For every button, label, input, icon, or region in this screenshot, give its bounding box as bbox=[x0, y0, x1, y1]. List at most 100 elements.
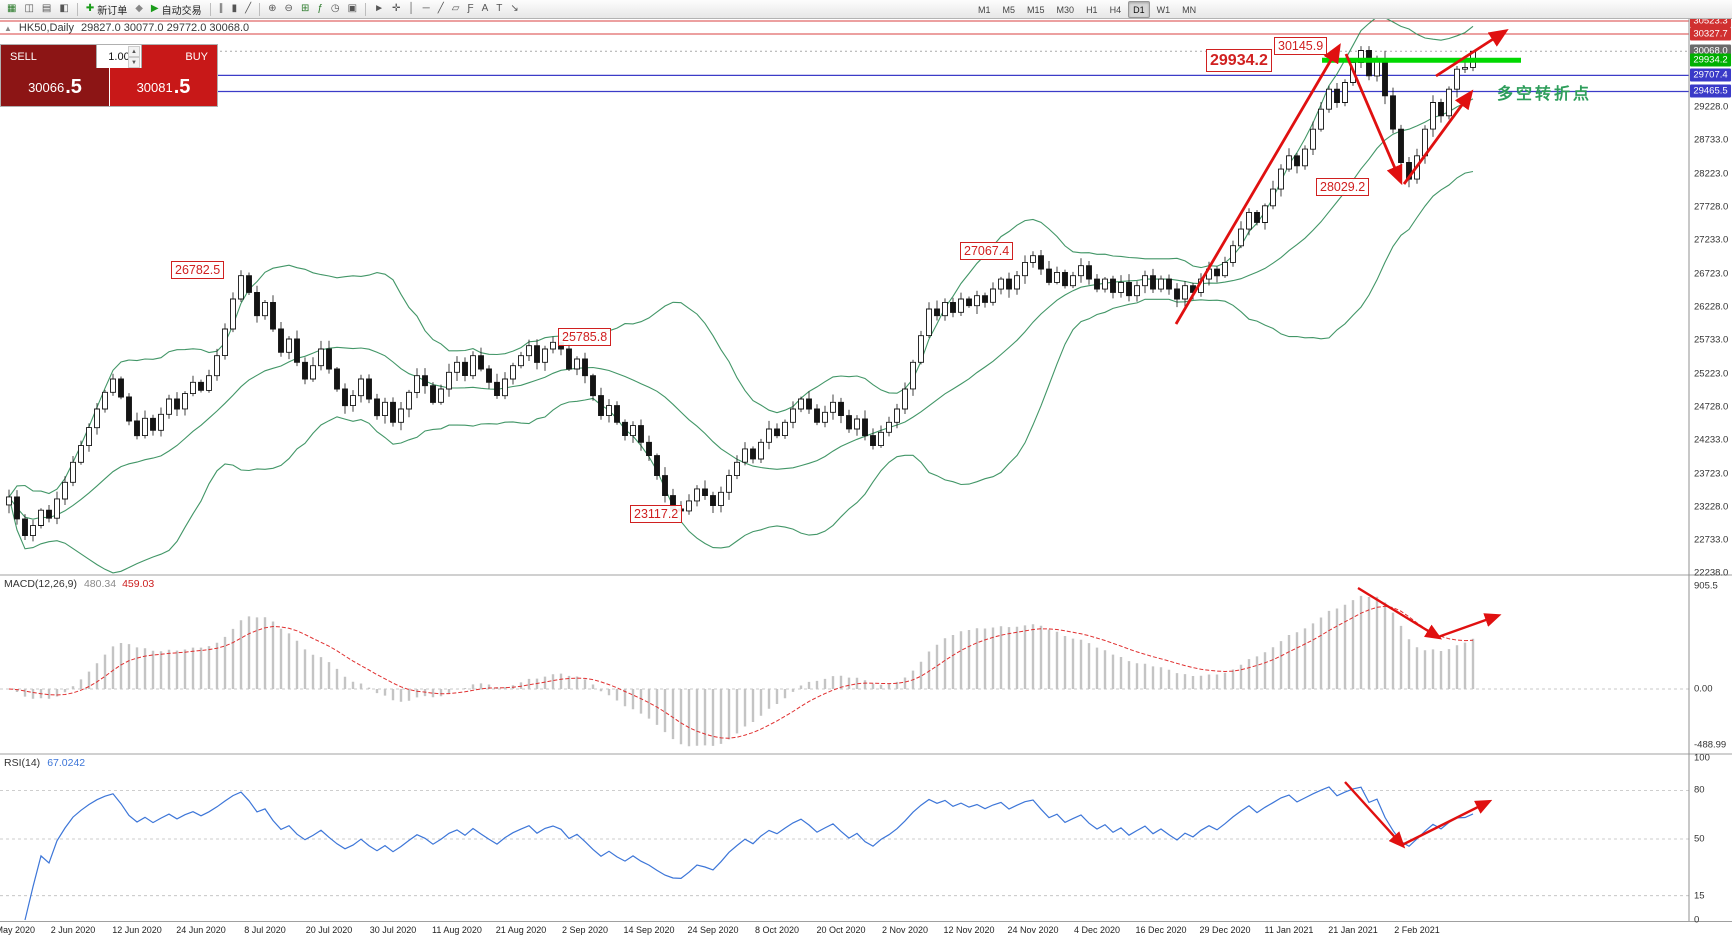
line-chart-icon[interactable]: ╱ bbox=[242, 1, 254, 17]
trend-arrow[interactable] bbox=[1401, 799, 1493, 847]
date-label: 14 Sep 2020 bbox=[623, 925, 675, 935]
price-tick: 24728.0 bbox=[1694, 401, 1729, 413]
date-label: 21 Jan 2021 bbox=[1328, 925, 1378, 935]
zoom-in-icon[interactable]: ⊕ bbox=[265, 1, 279, 17]
date-label: 2 Sep 2020 bbox=[561, 925, 609, 935]
candlestick-chart-icon[interactable]: ▮ bbox=[229, 1, 241, 17]
text-label-icon[interactable]: T bbox=[493, 1, 505, 17]
navigator-icon[interactable]: ◧ bbox=[56, 1, 71, 17]
turning-point-annotation[interactable]: 多空转折点 bbox=[1497, 86, 1593, 103]
market-watch-icon[interactable]: ▤ bbox=[39, 1, 54, 17]
periods-icon: ◷ bbox=[330, 3, 340, 14]
tile-windows-icon[interactable]: ⊞ bbox=[298, 1, 312, 17]
bollinger-middle-band bbox=[8, 98, 1474, 520]
timeframe-W1[interactable]: W1 bbox=[1156, 4, 1171, 15]
rsi-tick: 0 bbox=[1694, 914, 1700, 926]
fibonacci-icon[interactable]: Ƒ bbox=[464, 1, 476, 17]
macd-tick: -488.99 bbox=[1694, 739, 1727, 751]
candlestick-chart-icon: ▮ bbox=[231, 3, 238, 14]
new-chart-icon[interactable]: ▦ bbox=[4, 1, 19, 17]
rsi-line bbox=[24, 786, 1474, 921]
timeframe-M15[interactable]: M15 bbox=[1027, 4, 1045, 15]
date-label: 24 Jun 2020 bbox=[176, 925, 226, 935]
sell-price[interactable]: 30066.5 bbox=[1, 68, 110, 106]
vertical-line-icon[interactable]: │ bbox=[405, 1, 417, 17]
indicators-icon[interactable]: ƒ bbox=[314, 1, 326, 17]
volume-input[interactable]: 1.00 ▲ ▼ bbox=[96, 45, 142, 68]
horizontal-line-icon: ─ bbox=[422, 3, 430, 14]
text-icon[interactable]: A bbox=[479, 1, 492, 17]
price-annotation[interactable]: 29934.2 bbox=[1206, 49, 1272, 73]
macd-signal-value: 459.03 bbox=[122, 578, 155, 590]
horizontal-line-icon[interactable]: ─ bbox=[420, 1, 433, 17]
vertical-line-icon: │ bbox=[408, 3, 415, 14]
timeframe-H1[interactable]: H1 bbox=[1086, 4, 1098, 15]
timeframe-M5[interactable]: M5 bbox=[1002, 4, 1016, 15]
chart-marker-icon: ▲ bbox=[4, 23, 12, 33]
timeframe-D1[interactable]: D1 bbox=[1128, 1, 1150, 18]
buy-button[interactable]: BUY bbox=[142, 45, 217, 68]
stepper-down-icon[interactable]: ▼ bbox=[128, 57, 140, 68]
date-label: 20 Oct 2020 bbox=[816, 925, 866, 935]
zoom-out-icon[interactable]: ⊖ bbox=[282, 1, 296, 17]
price-tick: 26228.0 bbox=[1694, 301, 1729, 313]
macd-tick: 0.00 bbox=[1694, 683, 1713, 695]
date-label: 2 Feb 2021 bbox=[1394, 925, 1440, 935]
chart-profiles-icon: ◫ bbox=[24, 3, 34, 14]
cursor-icon[interactable]: ► bbox=[371, 1, 387, 17]
trend-arrow[interactable] bbox=[1344, 781, 1406, 849]
stepper-up-icon[interactable]: ▲ bbox=[128, 46, 140, 57]
bar-chart-icon[interactable]: ∥ bbox=[216, 1, 227, 17]
buy-price[interactable]: 30081.5 bbox=[110, 68, 217, 106]
date-label: 8 Oct 2020 bbox=[754, 925, 800, 935]
toolbar-separator bbox=[365, 2, 367, 16]
sell-button[interactable]: SELL bbox=[1, 45, 96, 68]
zoom-in-icon: ⊕ bbox=[268, 3, 277, 14]
price-annotation[interactable]: 25785.8 bbox=[558, 327, 612, 346]
timeframe-M30[interactable]: M30 bbox=[1056, 4, 1075, 15]
new-order-icon: ✚ bbox=[85, 3, 95, 14]
price-annotation[interactable]: 28029.2 bbox=[1316, 178, 1370, 197]
trendline-icon[interactable]: ╱ bbox=[435, 1, 447, 17]
date-label: 11 Jan 2021 bbox=[1264, 925, 1314, 935]
price-tick: 29228.0 bbox=[1694, 101, 1729, 113]
periods-icon[interactable]: ◷ bbox=[328, 1, 343, 17]
text-label-icon: T bbox=[496, 3, 503, 14]
date-label: 12 Jun 2020 bbox=[112, 925, 162, 935]
metaeditor-icon[interactable]: ◆ bbox=[132, 1, 146, 17]
chart-profiles-icon[interactable]: ◫ bbox=[21, 1, 36, 17]
arrows-tool-icon[interactable]: ↘ bbox=[507, 1, 521, 17]
equidistant-channel-icon[interactable]: ▱ bbox=[449, 1, 463, 17]
axis-price-box: 29465.5 bbox=[1690, 84, 1731, 98]
new-order-label: 新订单 bbox=[97, 5, 128, 17]
trend-arrow[interactable] bbox=[1174, 43, 1341, 325]
trend-arrow[interactable] bbox=[1437, 613, 1502, 639]
auto-trading-button[interactable]: ▶ 自动交易 bbox=[148, 1, 205, 17]
new-chart-icon: ▦ bbox=[7, 3, 17, 14]
bollinger-upper-band bbox=[8, 16, 1474, 498]
timeframe-H4[interactable]: H4 bbox=[1109, 4, 1122, 15]
price-annotation[interactable]: 30145.9 bbox=[1274, 37, 1328, 56]
price-annotation[interactable]: 23117.2 bbox=[630, 505, 683, 524]
trend-arrow[interactable] bbox=[1344, 53, 1403, 186]
trend-arrow[interactable] bbox=[1357, 586, 1443, 640]
new-order-button[interactable]: ✚ 新订单 bbox=[83, 1, 130, 17]
templates-icon[interactable]: ▣ bbox=[345, 1, 360, 17]
bollinger-lower-band bbox=[8, 170, 1474, 574]
date-label: 21 May 2020 bbox=[0, 925, 36, 935]
buy-price-frac: .5 bbox=[173, 75, 191, 98]
price-annotation[interactable]: 27067.4 bbox=[960, 242, 1014, 261]
timeframe-M1[interactable]: M1 bbox=[978, 4, 991, 15]
price-tick: 28223.0 bbox=[1694, 168, 1729, 180]
trendline-icon: ╱ bbox=[437, 3, 444, 14]
auto-trading-label: 自动交易 bbox=[161, 5, 202, 17]
trend-arrow[interactable] bbox=[1402, 89, 1474, 185]
trend-arrow[interactable] bbox=[1435, 28, 1509, 78]
timeframe-toolbar: M1 M5 M15 M30 H1 H4 D1 W1 MN bbox=[972, 1, 1202, 18]
price-tick: 27233.0 bbox=[1694, 234, 1729, 246]
crosshair-icon[interactable]: ✛ bbox=[389, 1, 403, 17]
volume-stepper[interactable]: ▲ ▼ bbox=[128, 46, 140, 68]
price-annotation[interactable]: 26782.5 bbox=[171, 261, 225, 280]
timeframe-MN[interactable]: MN bbox=[1182, 4, 1197, 15]
